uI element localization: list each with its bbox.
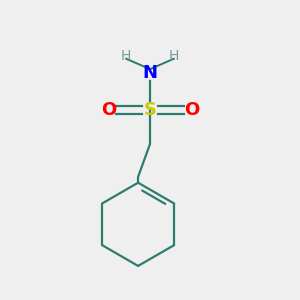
Text: S: S — [143, 101, 157, 119]
Text: O: O — [184, 101, 199, 119]
Text: H: H — [169, 50, 179, 63]
Text: N: N — [142, 64, 158, 82]
Text: O: O — [101, 101, 116, 119]
Text: H: H — [121, 50, 131, 63]
